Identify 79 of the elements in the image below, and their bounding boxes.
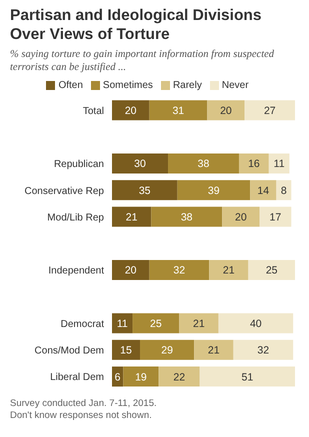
- data-label: 35: [138, 184, 151, 197]
- bar: [158, 366, 200, 387]
- data-label: 15: [120, 344, 132, 357]
- data-label: 16: [248, 158, 260, 170]
- data-label: 21: [222, 264, 235, 277]
- bar: [112, 100, 150, 120]
- bar: [276, 180, 292, 200]
- legend-label: Rarely: [172, 80, 202, 91]
- data-label: 40: [250, 318, 262, 330]
- bar: [260, 206, 292, 227]
- bar: [177, 180, 250, 200]
- data-label: 11: [116, 318, 128, 330]
- bar: [233, 340, 294, 360]
- legend-label: Often: [57, 80, 83, 91]
- text: Don't know responses not shown.: [10, 410, 153, 422]
- bar: [123, 366, 159, 387]
- bar: [238, 153, 269, 174]
- data-label: 32: [257, 344, 270, 357]
- bar: [112, 340, 140, 360]
- legend-label: Never: [220, 80, 249, 91]
- chart-title: Partisan and Ideological Divisions Over Views of Torture: [10, 6, 263, 44]
- data-label: 32: [173, 264, 186, 277]
- data-label: 17: [270, 211, 282, 224]
- bar: [151, 206, 222, 227]
- text: Survey conducted Jan. 7-11, 2015.: [10, 398, 157, 410]
- y-tick-label: Cons/Mod Dem: [34, 346, 104, 357]
- data-label: 21: [126, 211, 138, 224]
- bar: [149, 260, 210, 280]
- bar: [168, 153, 239, 174]
- data-label: 27: [264, 104, 276, 117]
- bar: [222, 206, 260, 227]
- data-label: 8: [280, 184, 287, 197]
- bar: [132, 313, 180, 334]
- bar: [112, 153, 168, 174]
- data-label: 29: [161, 344, 174, 357]
- data-label: 19: [135, 371, 147, 384]
- bar: [112, 260, 150, 280]
- bar: [268, 153, 290, 174]
- bar: [218, 313, 294, 334]
- data-label: 21: [208, 344, 220, 357]
- y-tick-label: Republican: [54, 159, 104, 170]
- data-label: 20: [124, 264, 137, 277]
- data-label: 20: [235, 211, 247, 224]
- data-label: 38: [180, 211, 193, 224]
- y-tick-label: Mod/Lib Rep: [47, 212, 104, 224]
- y-tick-label: Conservative Rep: [24, 186, 104, 197]
- bar: [140, 340, 194, 360]
- y-tick-label: Democrat: [60, 318, 104, 330]
- bar: [194, 340, 234, 360]
- bar: [112, 206, 152, 227]
- data-label: 21: [192, 318, 205, 330]
- y-tick-label: Independent: [48, 266, 104, 277]
- data-label: 38: [198, 158, 210, 170]
- bar: [207, 100, 245, 120]
- data-label: 25: [150, 318, 162, 330]
- data-label: 11: [274, 158, 285, 170]
- bar: [209, 260, 248, 280]
- bar: [179, 313, 218, 334]
- bar: [112, 180, 178, 200]
- data-label: 6: [114, 371, 121, 384]
- data-label: 30: [134, 158, 146, 170]
- data-label: 20: [124, 104, 137, 117]
- data-label: 39: [208, 184, 220, 197]
- data-label: 51: [242, 371, 254, 384]
- y-tick-label: Total: [82, 106, 104, 117]
- data-label: 31: [172, 104, 184, 117]
- chart-subtitle: % saying torture to gain important information from suspected terrorists can be justified ...: [10, 48, 276, 74]
- bar: [248, 260, 295, 280]
- legend-label: Sometimes: [102, 80, 153, 91]
- bar: [149, 100, 208, 120]
- bar: [250, 180, 276, 200]
- data-label: 25: [266, 264, 278, 277]
- data-label: 14: [257, 184, 270, 197]
- bar: [244, 100, 295, 120]
- y-tick-label: Liberal Dem: [50, 372, 104, 384]
- data-label: 20: [220, 104, 232, 117]
- bar: [200, 366, 295, 387]
- data-label: 22: [173, 371, 186, 384]
- bar: [112, 313, 133, 334]
